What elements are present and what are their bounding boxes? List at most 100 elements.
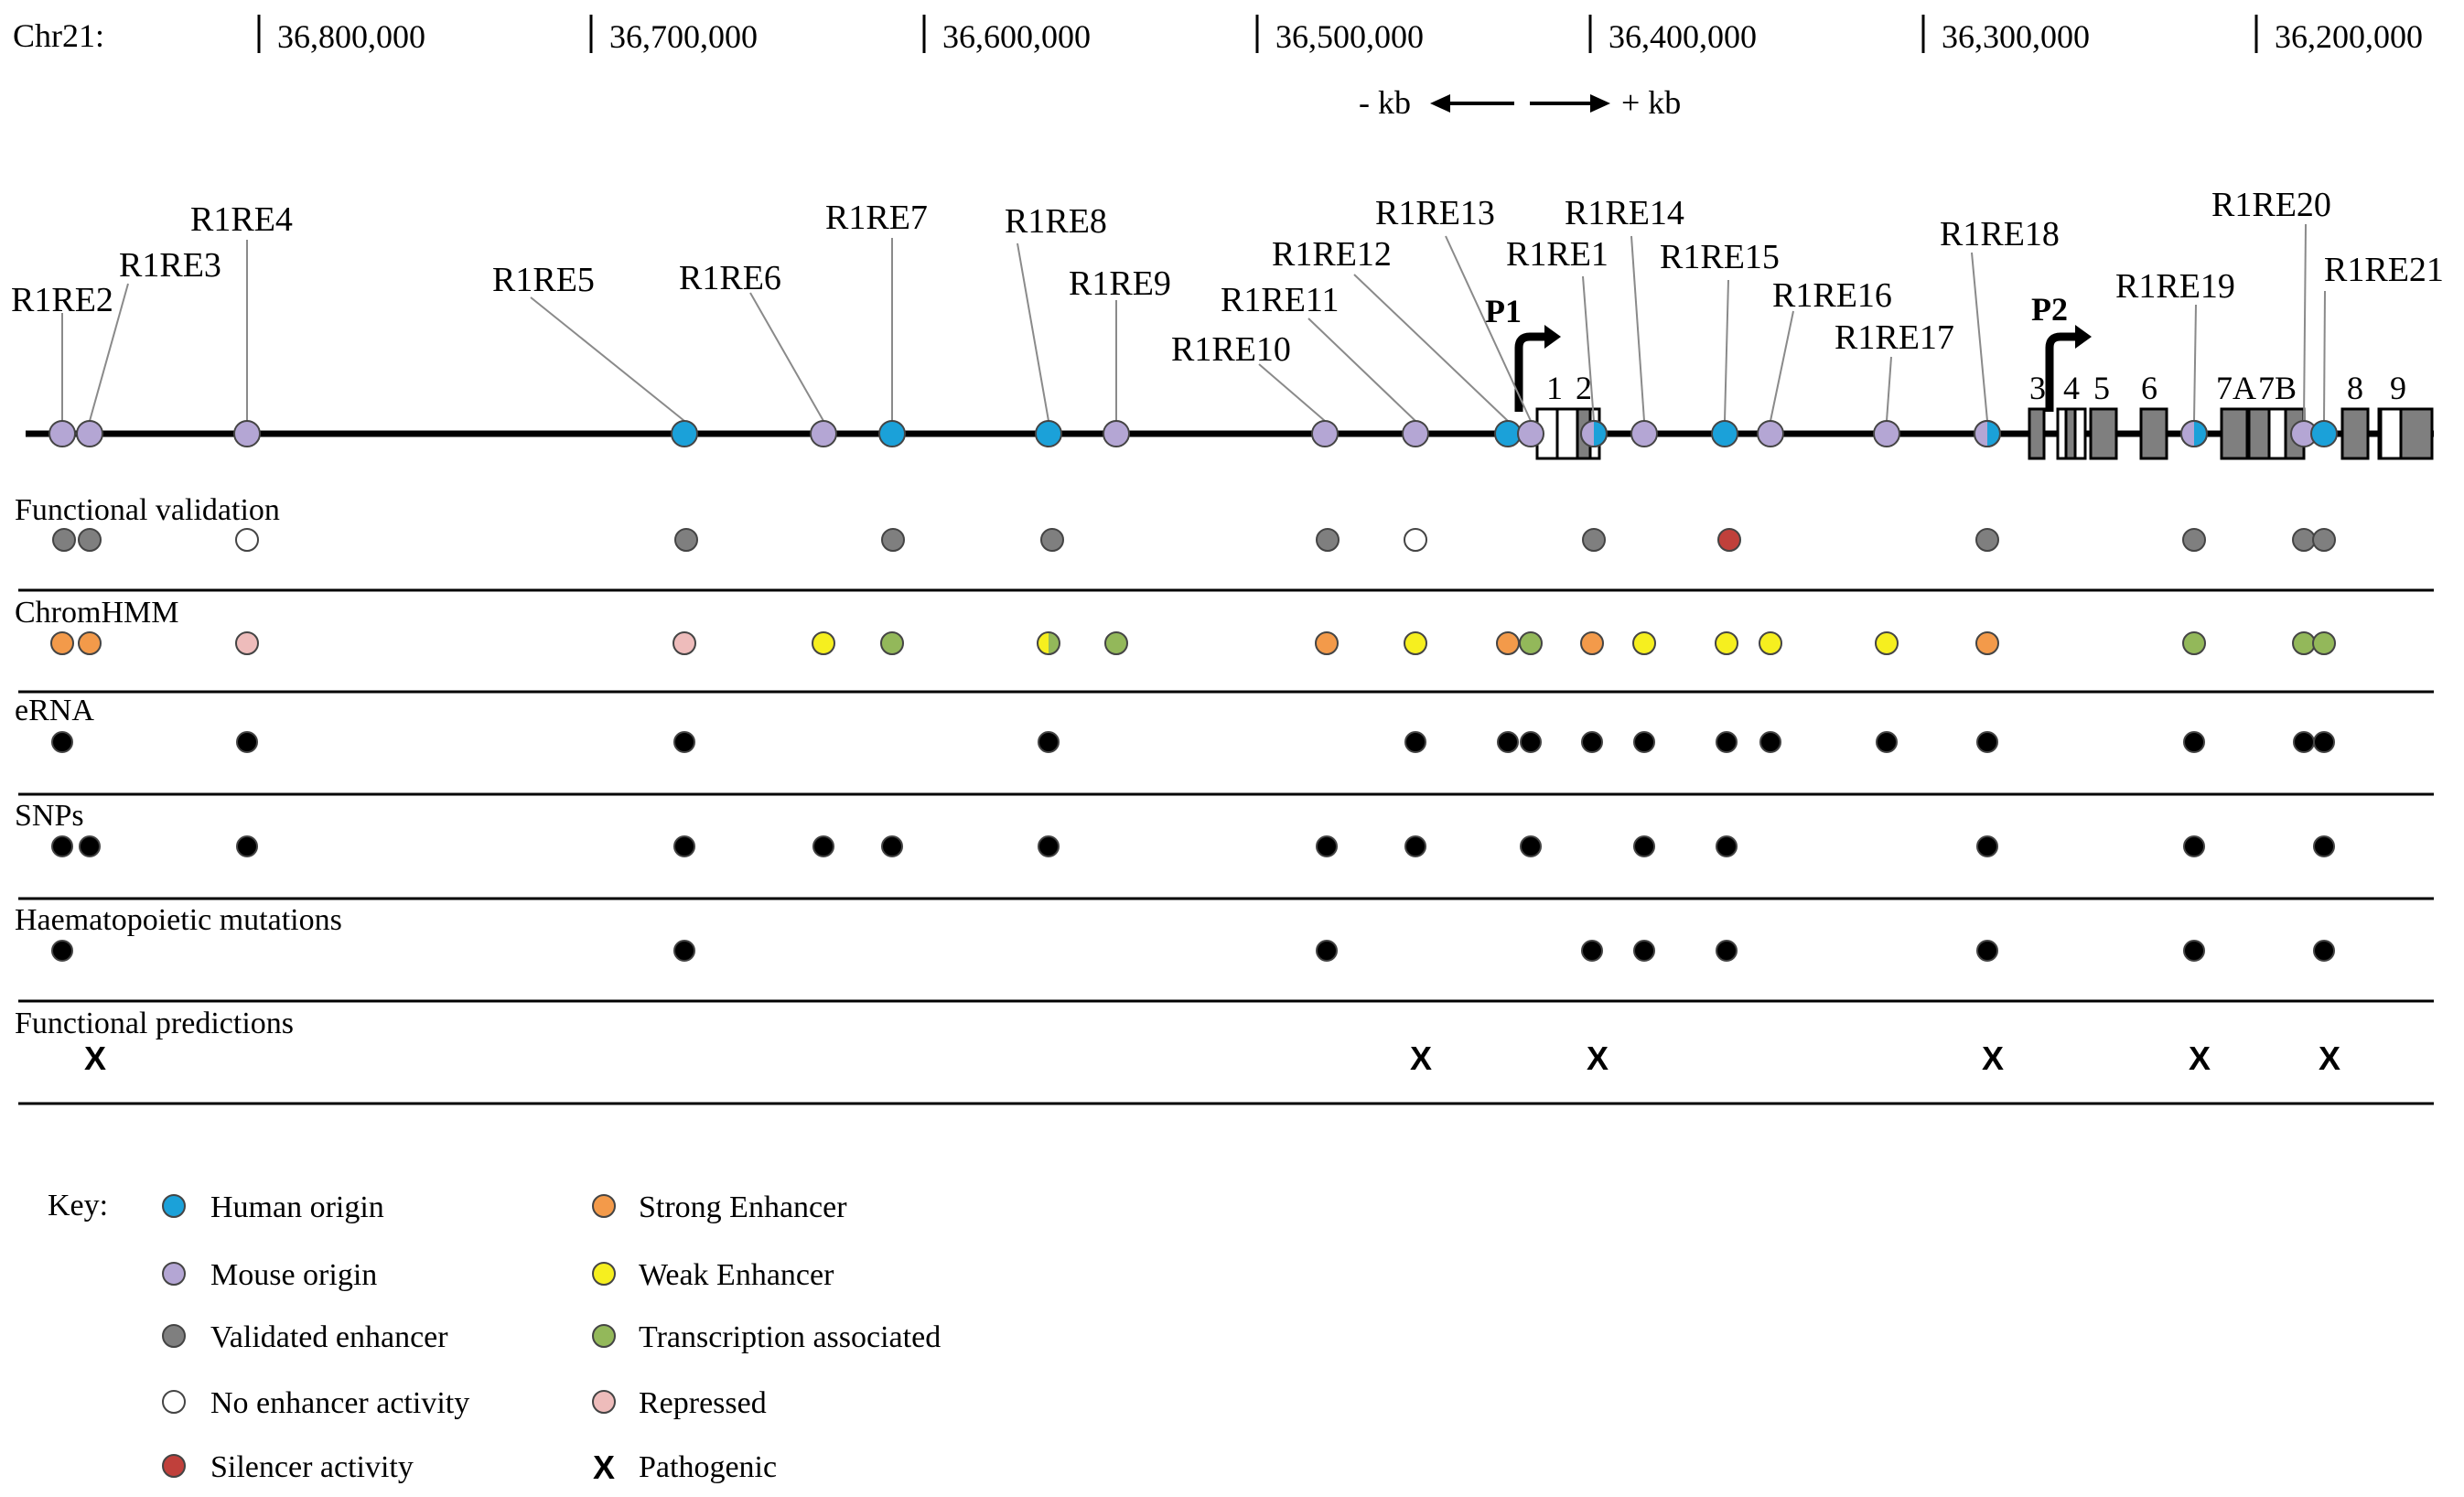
element-leader-line [1724,279,1729,422]
snp-dot-r1re13 [1520,835,1542,857]
exon-3 [2028,407,2046,460]
snp-dot-r1re15 [1716,835,1738,857]
functional-dot-r1re20 [2292,528,2316,552]
exon-label-1: 1 [1546,370,1563,406]
element-leader-line [1307,318,1416,422]
track-title-5: Functional predictions [15,1007,294,1040]
erna-dot-r1re2 [51,731,73,753]
snp-dot-r1re8 [1038,835,1060,857]
erna-dot-r1re15 [1716,731,1738,753]
exon-label-9: 9 [2390,370,2406,406]
element-label-r1re4: R1RE4 [190,200,293,239]
track-title-4: Haematopoietic mutations [15,903,342,937]
exon-5 [2089,407,2118,460]
pathogenic-mark-r1re3: X [84,1039,106,1077]
chromhmm-dot-r1re12 [1496,631,1520,655]
element-marker-r1re10 [1311,420,1339,447]
functional-dot-r1re18 [1975,528,1999,552]
element-label-r1re1: R1RE1 [1506,235,1609,274]
mutation-dot-r1re21 [2313,940,2335,962]
element-label-r1re17: R1RE17 [1835,318,1954,357]
element-marker-r1re3 [76,420,103,447]
element-label-r1re8: R1RE8 [1005,202,1107,241]
legend-label-right-2: Transcription associated [639,1320,941,1354]
track-title-0: Functional validation [15,493,280,527]
erna-dot-r1re21 [2313,731,2335,753]
element-marker-r1re7 [878,420,906,447]
legend-label-left-3: No enhancer activity [210,1386,469,1420]
exon-label-6: 6 [2141,370,2157,406]
mutation-dot-r1re1 [1581,940,1603,962]
chromhmm-dot-r1re6 [812,631,835,655]
exon-label-7b: 7B [2258,370,2297,406]
erna-dot-r1re16 [1759,731,1781,753]
chromhmm-dot-r1re18 [1975,631,1999,655]
chromosome-label: Chr21: [13,17,104,54]
chromhmm-dot-r1re15 [1715,631,1738,655]
element-marker-r1re16 [1757,420,1784,447]
chromhmm-dot-r1re16 [1759,631,1782,655]
chromhmm-dot-outline [1037,631,1060,655]
functional-dot-r1re21 [2312,528,2336,552]
chromhmm-dot-r1re1 [1580,631,1604,655]
snp-dot-r1re10 [1316,835,1338,857]
coordinate-label: 36,300,000 [1942,18,2090,55]
functional-dot-r1re2 [52,528,76,552]
chromhmm-dot-r1re5 [672,631,696,655]
element-leader-line [1258,363,1326,422]
functional-dot-r1re7 [881,528,905,552]
element-label-r1re12: R1RE12 [1272,235,1392,274]
track-title-2: eRNA [15,694,94,727]
erna-dot-r1re17 [1876,731,1898,753]
legend-swatch-left [162,1194,186,1218]
erna-dot-r1re8 [1038,731,1060,753]
mutation-dot-r1re15 [1716,940,1738,962]
element-leader-line [1017,242,1049,422]
element-leader-line [2323,290,2326,422]
minus-kb-label: - kb [1359,84,1411,121]
exon-label-3: 3 [2029,370,2046,406]
functional-dot-r1re15 [1717,528,1741,552]
promoter-label-p2: P2 [2031,291,2068,328]
element-label-r1re20: R1RE20 [2211,186,2331,224]
chromhmm-dot-r1re19 [2182,631,2206,655]
legend-title: Key: [48,1189,108,1222]
element-leader-line [1353,274,1509,422]
snp-dot-r1re19 [2183,835,2205,857]
element-label-r1re16: R1RE16 [1772,276,1892,315]
chromhmm-dot-r1re2 [50,631,74,655]
erna-dot-r1re18 [1976,731,1998,753]
track-title-3: SNPs [15,799,84,833]
promoter-label-p1: P1 [1485,293,1522,329]
functional-dot-r1re8 [1040,528,1064,552]
mutation-dot-r1re5 [673,940,695,962]
legend-swatch-right [592,1390,616,1414]
legend-label-left-0: Human origin [210,1190,384,1224]
element-label-r1re10: R1RE10 [1171,330,1291,369]
element-marker-outline [1580,420,1608,447]
exon-9-inner [2379,407,2403,460]
chromhmm-dot-r1re20 [2292,631,2316,655]
element-leader-line [2303,223,2307,422]
erna-dot-r1re5 [673,731,695,753]
legend-label-right-4: Pathogenic [639,1450,777,1484]
element-label-r1re21: R1RE21 [2324,251,2444,289]
snp-dot-r1re2 [51,835,73,857]
right-arrow-head-icon [1590,94,1610,113]
element-label-r1re18: R1RE18 [1940,215,2060,253]
exon-label-5: 5 [2093,370,2110,406]
exon-1-part-b [1555,407,1579,460]
legend-swatch-left [162,1390,186,1414]
chromhmm-dot-half [1038,632,1049,654]
element-leader-line [1582,275,1595,422]
legend-swatch-right [592,1194,616,1218]
snp-dot-r1re21 [2313,835,2335,857]
promoter-arrow-head-icon [2075,325,2092,349]
legend-label-left-1: Mouse origin [210,1258,377,1292]
functional-dot-r1re10 [1316,528,1340,552]
exon-label-7a: 7A [2216,370,2256,406]
mutation-dot-r1re14 [1633,940,1655,962]
coordinate-label: 36,500,000 [1275,18,1424,55]
chromhmm-dot-r1re4 [235,631,259,655]
